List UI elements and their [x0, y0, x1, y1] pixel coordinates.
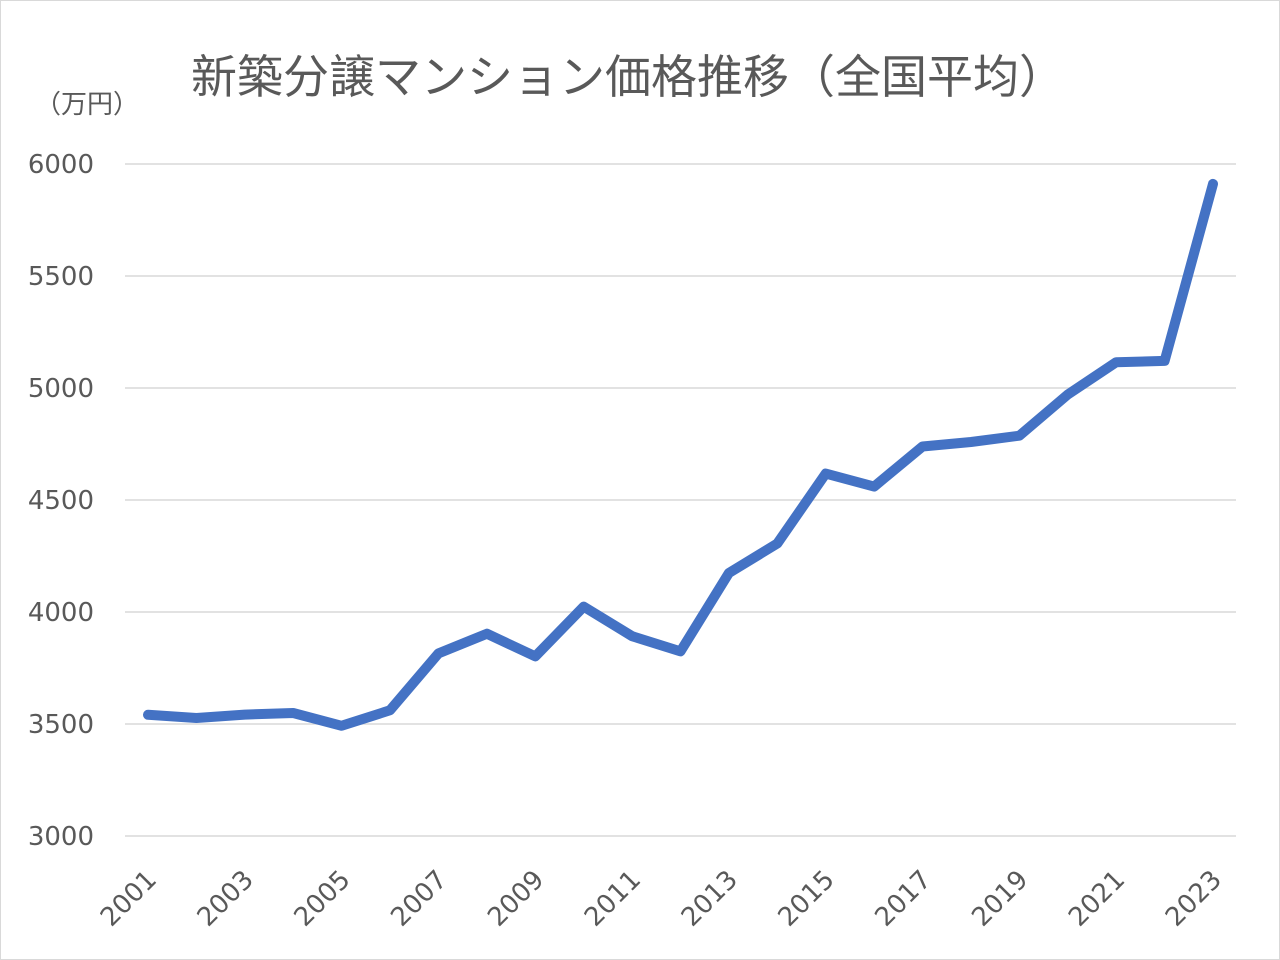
x-tick-label: 2021: [1063, 865, 1131, 933]
x-tick-label: 2007: [385, 865, 453, 933]
x-tick-label: 2019: [966, 865, 1034, 933]
x-tick-label: 2023: [1160, 865, 1228, 933]
chart-title: 新築分譲マンション価格推移（全国平均）: [191, 50, 1065, 104]
y-tick-label: 4000: [28, 598, 94, 628]
x-tick-label: 2015: [773, 865, 841, 933]
y-tick-label: 5000: [28, 374, 94, 404]
series-line: [143, 178, 1218, 731]
x-tick-label: 2017: [869, 865, 937, 933]
gridlines: [125, 163, 1236, 837]
x-tick-label: 2005: [289, 865, 357, 933]
y-axis-unit-label: （万円）: [35, 90, 139, 120]
x-tick-label: 2011: [579, 865, 647, 933]
x-axis-ticks: 2001 2003 2005 2007 2009 2011 2013 2015 2017 2019…: [95, 865, 1228, 933]
y-tick-label: 3000: [28, 822, 94, 852]
y-tick-label: 5500: [28, 262, 94, 292]
y-tick-label: 3500: [28, 710, 94, 740]
y-tick-label: 4500: [28, 486, 94, 516]
y-tick-label: 6000: [28, 150, 94, 180]
x-tick-label: 2001: [95, 865, 163, 933]
x-tick-label: 2003: [192, 865, 260, 933]
series-layer: [143, 178, 1218, 731]
x-tick-label: 2013: [676, 865, 744, 933]
x-tick-label: 2009: [482, 865, 550, 933]
y-axis-ticks: 3000 3500 4000 4500 5000 5500 6000: [28, 150, 94, 852]
